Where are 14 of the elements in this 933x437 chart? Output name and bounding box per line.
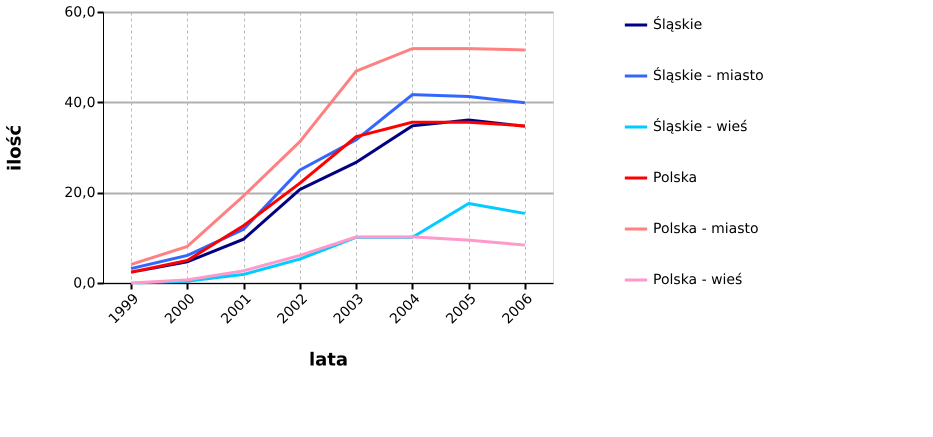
legend-label: Śląskie - wieś bbox=[653, 118, 748, 135]
legend-label: Śląskie bbox=[653, 16, 702, 33]
y-tick-label: 60,0 bbox=[64, 4, 96, 20]
line-series bbox=[130, 235, 526, 284]
y-tick-label: 40,0 bbox=[64, 94, 96, 111]
y-tick-label: 20,0 bbox=[64, 185, 96, 202]
x-axis-title: lata bbox=[308, 350, 348, 371]
legend-label: Polska - miasto bbox=[653, 221, 759, 237]
line-series bbox=[130, 47, 526, 266]
legend-label: Polska bbox=[653, 170, 698, 186]
legend-label: Polska - wieś bbox=[653, 272, 742, 288]
legend-label: Śląskie - miasto bbox=[653, 67, 764, 84]
y-axis-title: ilość bbox=[4, 124, 26, 172]
y-tick-label: 0,0 bbox=[73, 276, 96, 292]
